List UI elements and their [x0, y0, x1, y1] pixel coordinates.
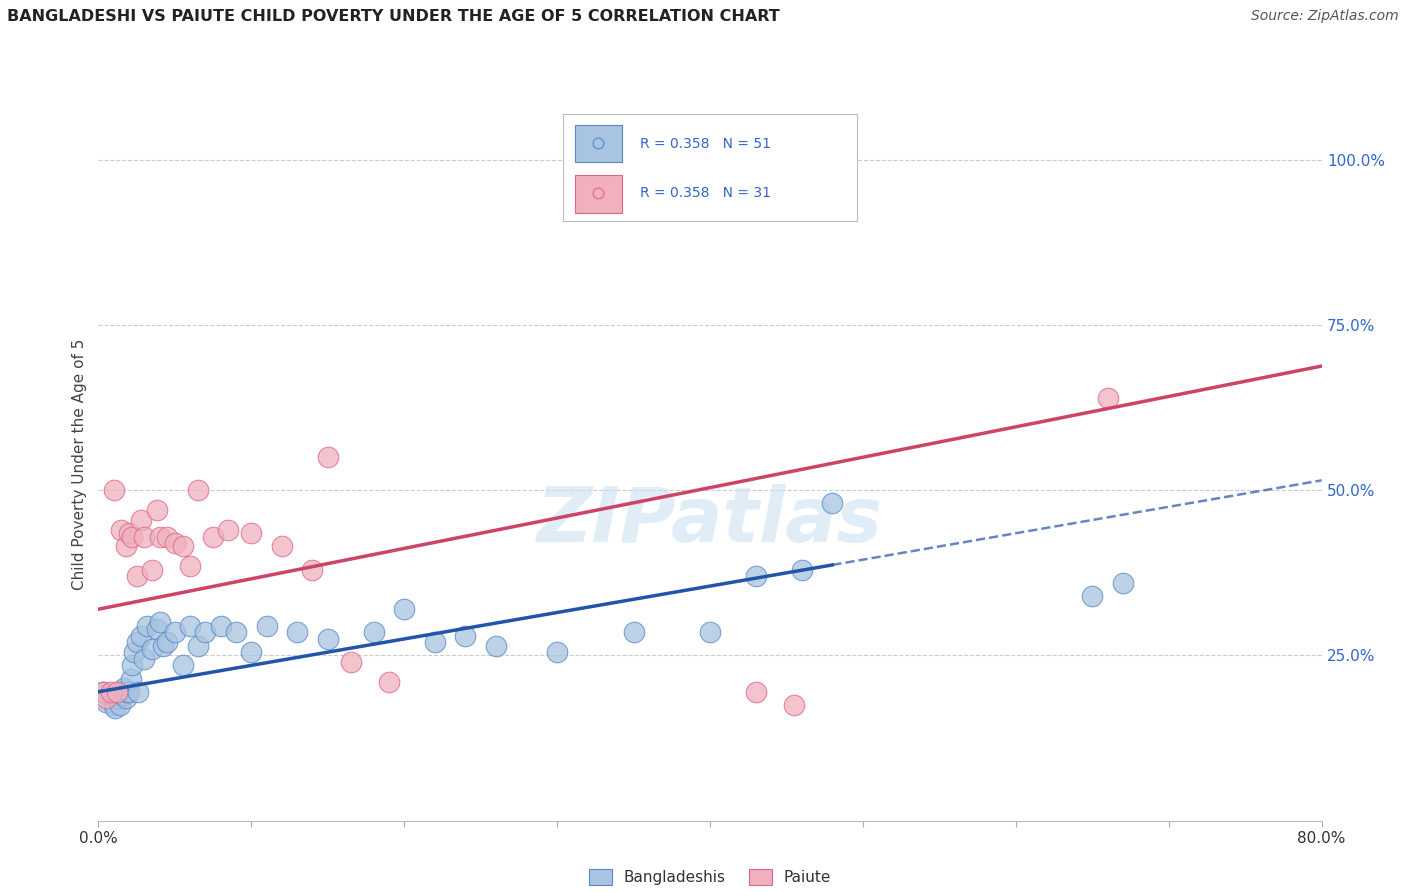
Point [100, 685, 122, 699]
Point [121, 658, 143, 673]
Point [423, 635, 446, 649]
Point [136, 618, 159, 632]
Point [105, 685, 128, 699]
Point [117, 685, 139, 699]
Point [363, 625, 385, 640]
Point [256, 618, 278, 632]
Point [745, 569, 768, 583]
Point [129, 629, 152, 643]
Point [301, 563, 323, 577]
Point [111, 688, 134, 702]
Point [240, 645, 263, 659]
Point [118, 526, 141, 541]
Point [115, 540, 138, 554]
Point [339, 655, 361, 669]
Point [209, 618, 232, 632]
Point [316, 450, 339, 465]
Point [187, 483, 209, 498]
Point [110, 685, 132, 699]
Point [172, 540, 194, 554]
Point [790, 563, 813, 577]
Point [745, 685, 768, 699]
Point [392, 602, 416, 616]
Point [118, 685, 141, 699]
Point [240, 526, 263, 541]
Point [783, 698, 806, 712]
Point [179, 559, 201, 574]
Point [112, 681, 135, 696]
Point [121, 529, 143, 543]
Point [454, 629, 477, 643]
Point [699, 625, 721, 640]
Point [94, 691, 117, 706]
Point [316, 632, 339, 646]
Point [202, 529, 225, 543]
Point [225, 625, 247, 640]
Point [145, 503, 167, 517]
Point [103, 698, 125, 712]
Point [156, 529, 179, 543]
Point [103, 483, 125, 498]
Point [285, 625, 308, 640]
Point [217, 523, 239, 537]
Point [172, 658, 194, 673]
Point [127, 685, 149, 699]
Point [115, 691, 138, 706]
Point [100, 688, 122, 702]
Point [187, 639, 209, 653]
Point [485, 639, 508, 653]
Point [378, 674, 401, 689]
Point [122, 645, 145, 659]
Legend: Bangladeshis, Paiute: Bangladeshis, Paiute [582, 863, 838, 891]
Point [194, 625, 217, 640]
Point [1112, 575, 1135, 590]
Point [163, 625, 186, 640]
Point [125, 569, 148, 583]
Point [163, 536, 186, 550]
Text: ZIPatlas: ZIPatlas [537, 484, 883, 558]
Point [91, 685, 114, 699]
Point [104, 701, 127, 715]
Point [270, 540, 292, 554]
Point [145, 622, 167, 636]
Point [141, 563, 163, 577]
Point [94, 695, 117, 709]
Point [179, 618, 201, 632]
Point [125, 635, 148, 649]
Point [156, 635, 179, 649]
Point [110, 523, 132, 537]
Point [120, 672, 142, 686]
Point [1097, 391, 1119, 405]
Point [1081, 589, 1104, 603]
Point [141, 641, 163, 656]
Y-axis label: Child Poverty Under the Age of 5: Child Poverty Under the Age of 5 [72, 338, 87, 590]
Point [149, 529, 172, 543]
Point [105, 691, 128, 706]
Point [91, 685, 114, 699]
Point [108, 698, 131, 712]
Point [134, 652, 156, 666]
Point [149, 615, 172, 630]
Text: Source: ZipAtlas.com: Source: ZipAtlas.com [1251, 9, 1399, 23]
Point [152, 639, 174, 653]
Point [821, 496, 844, 510]
Point [107, 685, 129, 699]
Point [134, 529, 156, 543]
Point [623, 625, 645, 640]
Text: BANGLADESHI VS PAIUTE CHILD POVERTY UNDER THE AGE OF 5 CORRELATION CHART: BANGLADESHI VS PAIUTE CHILD POVERTY UNDE… [7, 9, 780, 24]
Point [546, 645, 568, 659]
Point [129, 513, 152, 527]
